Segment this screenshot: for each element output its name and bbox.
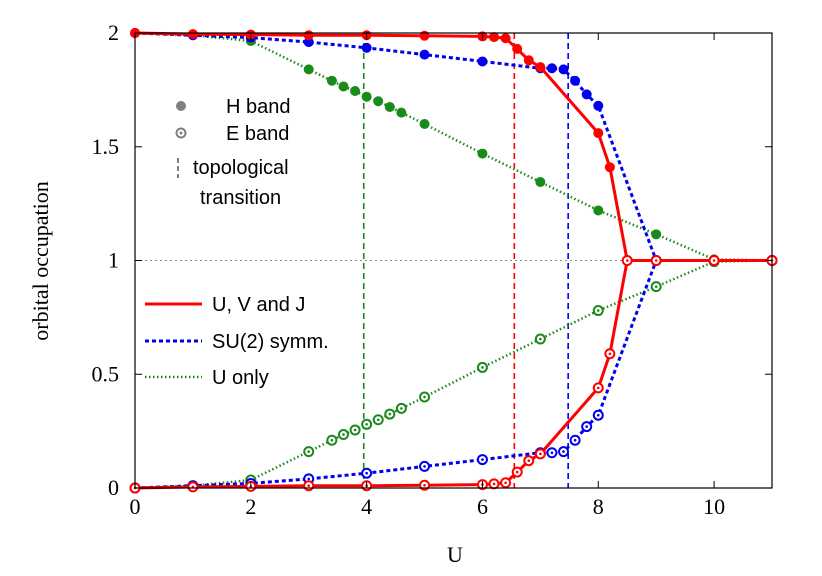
- transition-label-line1: topological: [193, 157, 289, 179]
- series-line-2-e_band: [134, 259, 773, 490]
- x-axis-title: U: [447, 542, 463, 567]
- data-point-h_band: [500, 33, 511, 44]
- data-point-center: [504, 481, 507, 485]
- series-line-1-e_band: [134, 259, 772, 490]
- series-line-2-h_band: [134, 31, 773, 262]
- tick-layer: 0 2 4 6 8 10 0 0.5 1 1.5 2: [92, 20, 772, 519]
- data-point-center: [423, 395, 426, 399]
- h-band-label: H band: [226, 96, 291, 118]
- data-point-center: [527, 459, 531, 463]
- data-point-center: [400, 407, 403, 410]
- data-point-h_band: [535, 62, 546, 73]
- x-tick-label: 2: [245, 494, 256, 519]
- data-point-center: [654, 285, 658, 288]
- x-tick-label: 8: [593, 494, 604, 519]
- data-point-center: [596, 413, 600, 417]
- data-point-h_band: [384, 101, 395, 112]
- series-legend: U, V and J SU(2) symm. U only: [145, 294, 329, 389]
- data-point-center: [376, 418, 380, 422]
- data-point-center: [365, 471, 368, 475]
- data-point-center: [625, 259, 629, 262]
- data-point-h_band: [373, 96, 384, 107]
- data-point-h_band: [558, 64, 569, 75]
- transition-lines: [362, 33, 569, 488]
- x-tick-label: 0: [130, 494, 141, 519]
- data-point-center: [585, 425, 588, 428]
- y-tick-label: 0.5: [92, 361, 120, 386]
- data-point-center: [423, 465, 426, 468]
- data-point-h_band: [361, 91, 372, 102]
- e-band-marker-dot: [179, 131, 183, 135]
- data-point-center: [596, 386, 600, 390]
- e-band-label: E band: [226, 123, 289, 145]
- legend-label-uonly: U only: [212, 367, 269, 389]
- data-point-h_band: [546, 63, 557, 74]
- h-band-marker: [176, 101, 186, 111]
- data-point-center: [330, 438, 334, 442]
- data-point-center: [423, 483, 426, 487]
- y-tick-label: 1.5: [92, 134, 120, 159]
- data-point-h_band: [419, 49, 430, 60]
- e-band-marker: [175, 127, 187, 139]
- data-point-h_band: [361, 42, 372, 53]
- data-point-center: [712, 259, 716, 262]
- data-point-h_band: [419, 30, 430, 41]
- data-point-h_band: [396, 107, 407, 118]
- data-point-center: [573, 438, 577, 442]
- data-point-center: [481, 458, 484, 461]
- data-point-center: [307, 477, 311, 481]
- x-tick-label: 6: [477, 494, 488, 519]
- data-point-h_band: [651, 229, 662, 240]
- series-line-0-h_band: [134, 31, 772, 262]
- data-point-center: [307, 484, 311, 488]
- data-point-h_band: [187, 29, 198, 40]
- data-point-center: [562, 450, 565, 453]
- data-point-h_band: [477, 148, 488, 159]
- data-point-h_band: [477, 56, 488, 67]
- data-point-center: [539, 337, 542, 341]
- data-point-center: [596, 309, 600, 312]
- data-point-center: [388, 412, 392, 416]
- data-point-h_band: [593, 128, 604, 139]
- data-point-center: [539, 452, 542, 456]
- data-point-center: [342, 433, 345, 436]
- data-point-h_band: [512, 43, 523, 54]
- x-tick-label: 10: [703, 494, 725, 519]
- data-point-h_band: [581, 89, 592, 100]
- data-point-h_band: [570, 75, 581, 86]
- data-point-center: [515, 470, 519, 474]
- data-point-h_band: [593, 100, 604, 111]
- y-tick-label: 2: [108, 20, 119, 45]
- y-tick-label: 1: [108, 248, 119, 273]
- data-point-center: [481, 366, 484, 369]
- legend-label-su2: SU(2) symm.: [212, 331, 329, 353]
- data-point-h_band: [604, 162, 615, 173]
- band-legend: H band E band topological transition: [175, 96, 291, 209]
- data-point-h_band: [535, 177, 546, 188]
- legend-label-uvj: U, V and J: [212, 294, 305, 316]
- data-point-h_band: [489, 32, 500, 43]
- data-point-h_band: [326, 75, 337, 86]
- data-point-h_band: [303, 30, 314, 41]
- data-point-center: [608, 352, 612, 356]
- data-point-center: [654, 259, 658, 262]
- data-point-center: [492, 482, 496, 486]
- data-point-h_band: [419, 119, 430, 129]
- data-point-h_band: [593, 205, 604, 216]
- data-point-center: [365, 423, 368, 426]
- data-point-h_band: [523, 55, 534, 66]
- series-line-1-h_band: [134, 31, 772, 262]
- data-point-center: [550, 451, 554, 455]
- y-axis-title: orbital occupation: [28, 181, 53, 340]
- transition-label-line2: transition: [200, 187, 281, 209]
- data-point-h_band: [303, 64, 314, 75]
- data-point-center: [307, 450, 311, 453]
- data-point-h_band: [350, 86, 361, 97]
- data-point-h_band: [338, 81, 349, 92]
- y-tick-label: 0: [108, 475, 119, 500]
- data-point-center: [353, 428, 357, 432]
- x-tick-label: 4: [361, 494, 372, 519]
